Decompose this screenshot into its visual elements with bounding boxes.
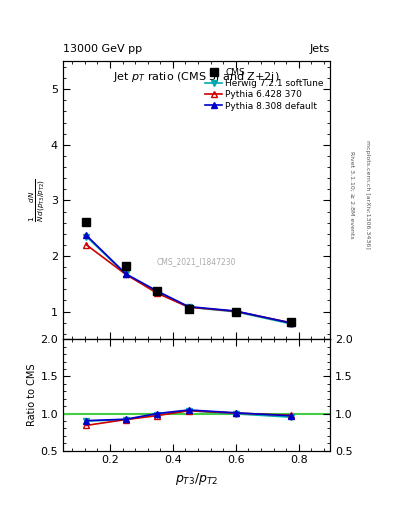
CMS [84,219,89,225]
Line: Pythia 8.308 default: Pythia 8.308 default [83,232,294,326]
Pythia 6.428 370 [123,271,128,278]
Text: CMS_2021_I1847230: CMS_2021_I1847230 [157,257,236,266]
CMS [186,306,191,312]
X-axis label: $p_{T3}/p_{T2}$: $p_{T3}/p_{T2}$ [175,471,218,487]
Pythia 6.428 370 [288,319,293,326]
Herwig 7.2.1 softTune [186,304,191,310]
Pythia 8.308 default [233,308,238,314]
Pythia 8.308 default [155,288,160,294]
Pythia 8.308 default [84,232,89,239]
Text: Jets: Jets [310,44,330,54]
Pythia 6.428 370 [233,308,238,314]
Pythia 6.428 370 [155,290,160,296]
Text: 13000 GeV pp: 13000 GeV pp [63,44,142,54]
Pythia 8.308 default [288,320,293,326]
Text: Rivet 3.1.10; ≥ 2.8M events: Rivet 3.1.10; ≥ 2.8M events [349,151,354,239]
Text: mcplots.cern.ch [arXiv:1306.3436]: mcplots.cern.ch [arXiv:1306.3436] [365,140,370,249]
Herwig 7.2.1 softTune [84,233,89,240]
Pythia 8.308 default [186,304,191,310]
Y-axis label: Ratio to CMS: Ratio to CMS [28,364,37,426]
CMS [123,263,128,269]
CMS [155,288,160,294]
Y-axis label: $\frac{1}{N}\frac{dN}{d(p_{T3}/p_{T2})}$: $\frac{1}{N}\frac{dN}{d(p_{T3}/p_{T2})}$ [28,179,48,222]
Legend: CMS, Herwig 7.2.1 softTune, Pythia 6.428 370, Pythia 8.308 default: CMS, Herwig 7.2.1 softTune, Pythia 6.428… [204,66,326,112]
Line: Pythia 6.428 370: Pythia 6.428 370 [83,242,294,326]
Herwig 7.2.1 softTune [288,321,293,327]
Herwig 7.2.1 softTune [123,271,128,278]
Line: Herwig 7.2.1 softTune: Herwig 7.2.1 softTune [83,233,294,327]
CMS [233,309,238,315]
Herwig 7.2.1 softTune [233,309,238,315]
Pythia 6.428 370 [84,242,89,248]
Pythia 8.308 default [123,271,128,277]
Pythia 6.428 370 [186,304,191,310]
Line: CMS: CMS [83,218,295,326]
Herwig 7.2.1 softTune [155,289,160,295]
CMS [288,318,293,325]
Text: Jet $p_T$ ratio (CMS 3j and Z+2j): Jet $p_T$ ratio (CMS 3j and Z+2j) [113,70,280,84]
